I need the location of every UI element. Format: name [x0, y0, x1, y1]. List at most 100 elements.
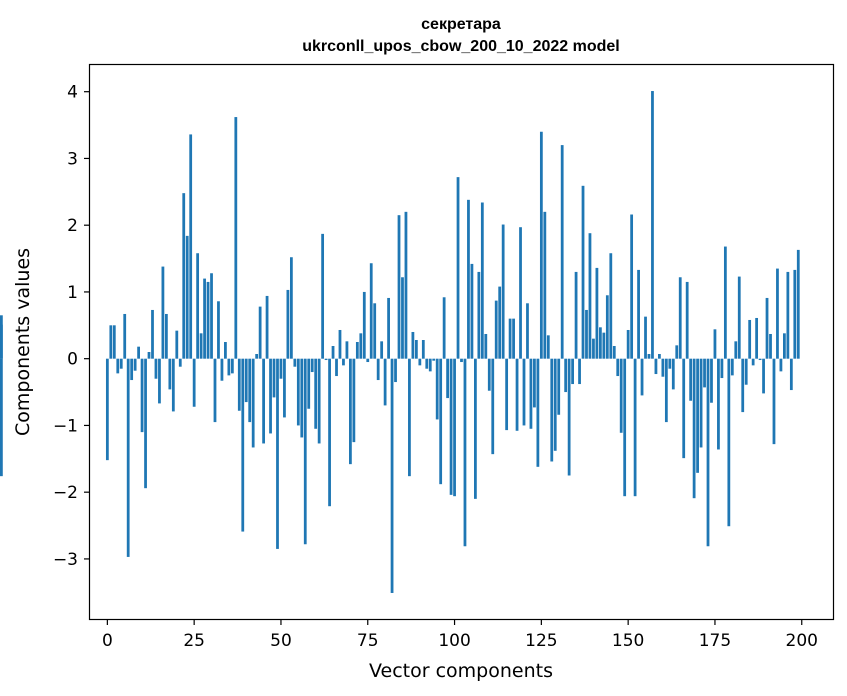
bar [276, 358, 279, 549]
bar [428, 358, 432, 372]
bar [251, 358, 255, 448]
bar [359, 333, 363, 359]
bar [154, 358, 158, 379]
bar [651, 91, 654, 359]
bar [137, 346, 140, 359]
bar [564, 358, 568, 393]
bar [720, 358, 724, 379]
chart-title: секретара [421, 16, 501, 33]
bar [387, 297, 390, 359]
bar [119, 358, 123, 369]
bar [758, 358, 762, 361]
bar [213, 358, 217, 423]
bar [571, 358, 574, 385]
bar [331, 346, 335, 359]
bar [199, 333, 203, 359]
bar [553, 358, 557, 451]
bar [272, 358, 276, 398]
bar [147, 352, 151, 359]
bar [237, 358, 241, 411]
bar [258, 306, 262, 359]
bar [151, 309, 154, 359]
bar [522, 358, 526, 426]
bar [567, 358, 571, 476]
bar [505, 358, 509, 431]
bar [192, 358, 196, 407]
bar [550, 358, 554, 462]
bar [196, 253, 200, 359]
bar [300, 358, 304, 438]
bar [414, 340, 418, 359]
bar [234, 117, 238, 359]
bar [487, 358, 491, 391]
bar [244, 358, 248, 403]
bar [626, 329, 630, 359]
bar [557, 358, 561, 415]
bar [671, 358, 675, 390]
bar [460, 358, 463, 363]
bar [140, 358, 144, 433]
y-tick-label: 1 [67, 283, 78, 303]
bar [421, 340, 425, 359]
bar [369, 263, 373, 359]
bar [220, 358, 224, 381]
bar [109, 325, 113, 359]
bar [623, 358, 627, 497]
bar [793, 269, 797, 359]
bar [644, 316, 647, 359]
bar [675, 345, 679, 359]
bar [105, 358, 109, 461]
bar [262, 358, 265, 444]
bar [404, 211, 408, 359]
bar [289, 257, 293, 359]
bar [783, 333, 786, 359]
bar [227, 358, 231, 376]
bar [303, 358, 307, 545]
bar [640, 358, 644, 396]
bar [682, 358, 686, 459]
bar [345, 341, 349, 359]
bar [248, 358, 252, 423]
bar [637, 269, 640, 359]
bar [706, 358, 710, 547]
bar [647, 354, 651, 359]
bar [185, 235, 189, 359]
bar [585, 309, 588, 359]
bar [286, 289, 290, 359]
x-tick-label: 200 [786, 631, 818, 651]
bar [0, 315, 3, 359]
bar [689, 358, 693, 401]
bar [678, 277, 682, 359]
bar [699, 358, 703, 448]
bar [477, 271, 481, 359]
y-tick-label: 4 [67, 83, 78, 103]
bar [449, 358, 453, 495]
bar [737, 276, 741, 359]
bar [175, 330, 179, 359]
x-axis: 0 25 50 75 100 125 150 175 200 [102, 619, 818, 651]
bar [574, 271, 578, 359]
bar [685, 281, 689, 359]
bar [744, 358, 748, 385]
bar [296, 358, 300, 426]
x-axis-label: Vector components [369, 660, 553, 682]
plot-frame [88, 63, 835, 621]
bar [217, 301, 220, 359]
bar [269, 358, 272, 434]
y-tick-label: 3 [67, 149, 78, 169]
bar [664, 358, 668, 423]
bar [224, 342, 227, 359]
bar [491, 358, 495, 455]
bar [633, 358, 637, 497]
bar [543, 211, 547, 359]
bar-series [0, 91, 800, 593]
x-tick-label: 100 [438, 631, 470, 651]
bar [112, 325, 116, 359]
x-tick-label: 150 [612, 631, 644, 651]
bar [352, 358, 356, 443]
bar [182, 193, 186, 359]
y-tick-label: −2 [53, 483, 78, 503]
bar [605, 295, 609, 359]
bar [741, 358, 745, 413]
